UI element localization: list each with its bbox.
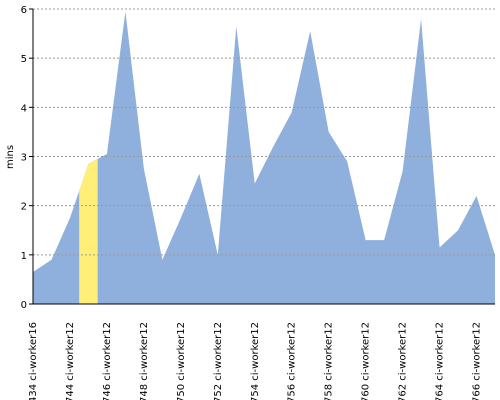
y-tick-label: 4 <box>21 103 27 114</box>
highlight <box>79 158 98 304</box>
x-tick-label: #6750 ci-worker12 <box>176 322 187 400</box>
y-tick-label: 0 <box>21 300 27 311</box>
x-tick-label: #6756 ci-worker12 <box>287 322 298 400</box>
y-tick-label: 5 <box>21 54 27 65</box>
y-tick-label: 6 <box>21 5 27 16</box>
x-tick-label: #6766 ci-worker12 <box>472 322 483 400</box>
y-tick-label: 3 <box>21 153 27 164</box>
x-tick-label: #6744 ci-worker12 <box>65 322 76 400</box>
x-tick-label: #6748 ci-worker12 <box>139 322 150 400</box>
x-tick-label: #6754 ci-worker12 <box>250 322 261 400</box>
x-tick-label: #6760 ci-worker12 <box>361 322 372 400</box>
y-axis-label: mins <box>5 145 16 169</box>
x-tick-label: #6752 ci-worker12 <box>213 322 224 400</box>
x-tick-label: #6762 ci-worker12 <box>398 322 409 400</box>
area <box>33 11 495 304</box>
y-tick-label: 1 <box>21 251 27 262</box>
x-tick-label: #6746 ci-worker12 <box>102 322 113 400</box>
y-tick-label: 2 <box>21 202 27 213</box>
x-tick-label: #6764 ci-worker12 <box>435 322 446 400</box>
x-tick-label: #6758 ci-worker12 <box>324 322 335 400</box>
x-tick-label: #4434 ci-worker16 <box>28 322 39 400</box>
